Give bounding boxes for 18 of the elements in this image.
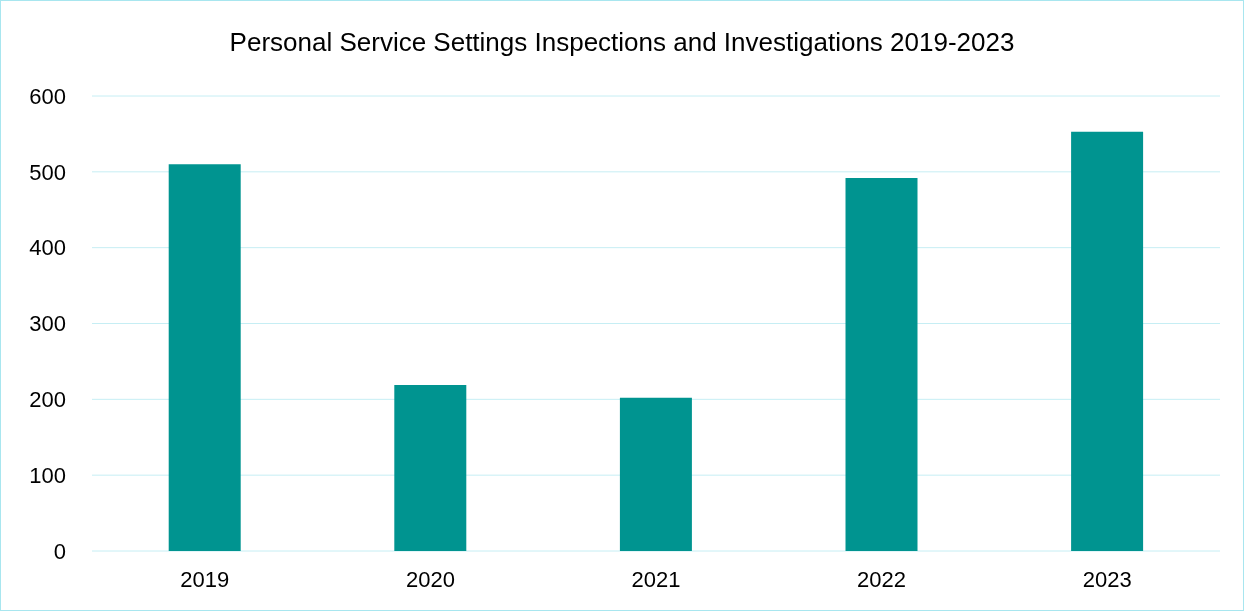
y-tick-label: 100 bbox=[29, 462, 66, 488]
bar bbox=[619, 397, 692, 551]
y-tick-label: 0 bbox=[53, 538, 66, 564]
x-tick-label: 2019 bbox=[180, 566, 230, 592]
x-tick-label: 2020 bbox=[405, 566, 455, 592]
bar bbox=[394, 384, 467, 551]
bar bbox=[845, 177, 918, 551]
bar bbox=[1071, 131, 1144, 551]
bar bbox=[168, 164, 241, 551]
y-tick-label: 600 bbox=[29, 83, 66, 109]
y-tick-label: 400 bbox=[29, 235, 66, 261]
x-tick-label: 2022 bbox=[857, 566, 907, 592]
x-tick-label: 2023 bbox=[1082, 566, 1132, 592]
x-tick-label: 2021 bbox=[631, 566, 681, 592]
y-tick-label: 300 bbox=[29, 311, 66, 337]
y-tick-label: 200 bbox=[29, 387, 66, 413]
chart-title: Personal Service Settings Inspections and Investigations 2019-2023 bbox=[228, 27, 1016, 58]
y-tick-label: 500 bbox=[29, 159, 66, 185]
